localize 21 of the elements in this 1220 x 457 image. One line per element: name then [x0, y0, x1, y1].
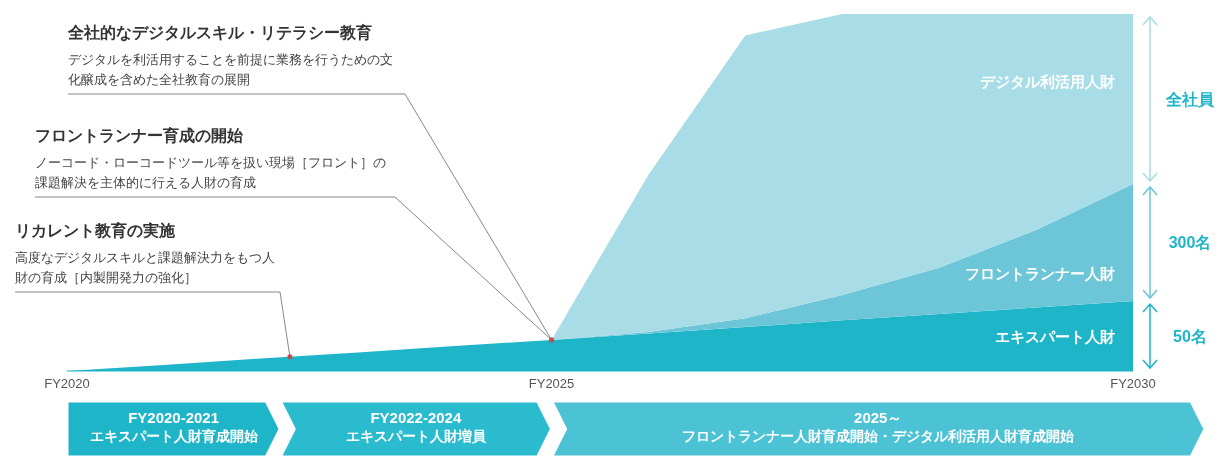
- text: 2025～: [854, 409, 903, 426]
- text: エキスパート人財増員: [345, 428, 487, 444]
- series-label: エキスパート人財: [995, 328, 1115, 346]
- x-tick-label: FY2025: [528, 376, 575, 391]
- text: 全社員: [1165, 90, 1215, 108]
- text: エキスパート人財育成開始: [89, 428, 259, 444]
- annotation: ノーコード・ローコードツール等を扱い現場［フロント］の課題解決を主体的に行える人財の育成: [35, 155, 386, 190]
- text: FY2020-2021: [128, 409, 220, 426]
- annotation: リカレント教育の実施: [15, 221, 176, 239]
- text: 50名: [1173, 328, 1207, 346]
- x-tick-label: FY2020: [44, 376, 90, 391]
- text: FY2022-2024: [370, 409, 462, 426]
- annotation: 全社的なデジタルスキル・リテラシー教育: [67, 23, 372, 42]
- annotation: 高度なデジタルスキルと課題解決力をもつ人財の育成［内製開発力の強化］: [15, 250, 275, 285]
- annotation: フロントランナー育成の開始: [35, 126, 244, 144]
- series-label: デジタル利活用人財: [980, 72, 1115, 90]
- series-label: フロントランナー人財: [965, 265, 1115, 283]
- text: 300名: [1168, 234, 1212, 252]
- x-tick-label: FY2030: [1110, 376, 1156, 391]
- text: フロントランナー人財育成開始・デジタル利活用人財育成開始: [682, 428, 1076, 444]
- annotation: デジタルを利活用することを前提に業務を行うための文化醸成を含めた全社教育の展開: [68, 52, 393, 87]
